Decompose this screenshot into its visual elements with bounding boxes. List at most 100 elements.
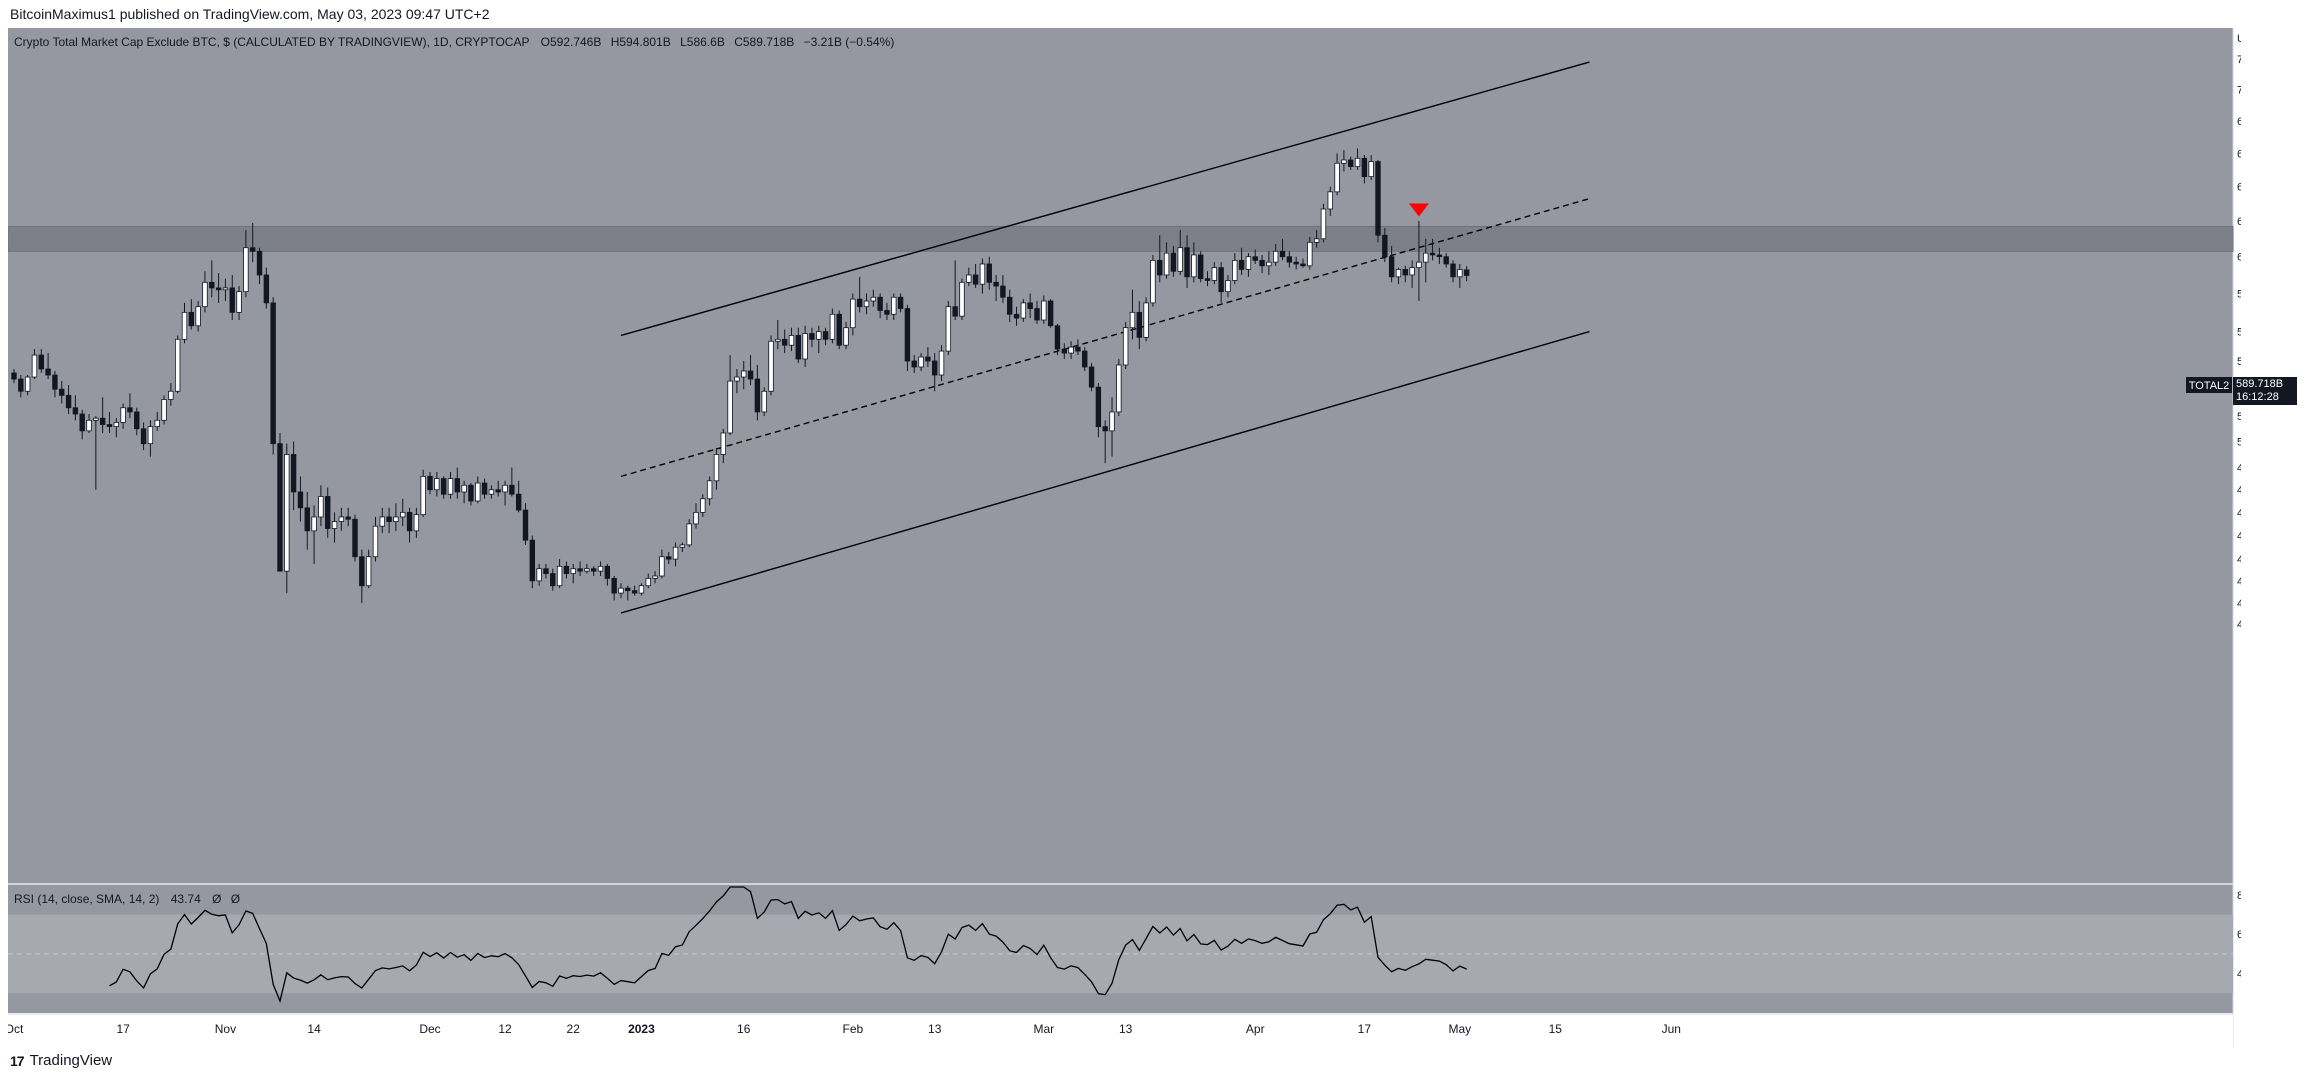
candle-body <box>686 523 692 546</box>
time-axis-tick: 17 <box>116 1022 130 1036</box>
price-axis-tick: 620B <box>2237 216 2241 228</box>
candle-body <box>618 587 624 594</box>
candle-body <box>1416 261 1422 269</box>
candle-body <box>338 516 345 522</box>
candle-body <box>679 544 686 548</box>
time-axis-tick: Feb <box>843 1022 864 1036</box>
candle-body <box>659 556 665 577</box>
price-axis[interactable]: USD 720B 700B 680B 660B 640B 620B 600B 580B 560B 5… <box>2237 33 2272 631</box>
legend-open-label: O <box>541 35 550 49</box>
time-axis-tick: 13 <box>1119 1022 1133 1036</box>
price-tag-countdown: 16:12:28 <box>2236 391 2279 403</box>
candle-body <box>215 287 222 291</box>
candle-body <box>570 568 576 574</box>
candle-body <box>918 356 924 368</box>
candle-body <box>1463 269 1470 276</box>
candle-body <box>434 478 440 491</box>
candle-body <box>1102 426 1108 432</box>
candle-body <box>611 578 617 594</box>
time-axis-tick: 15 <box>1549 1022 1563 1036</box>
candle-body <box>734 376 740 382</box>
candle-body <box>359 556 365 587</box>
candle-body <box>127 407 133 413</box>
candle-body <box>1122 327 1129 366</box>
candle-body <box>625 587 631 592</box>
candle-body <box>406 511 413 532</box>
candle-body <box>597 565 604 572</box>
candle-body <box>761 390 767 413</box>
time-axis[interactable]: Oct 17 Nov 14 Dec 12 22 2023 16 Feb 13 Mar 13 Apr 17 Ma… <box>5 1022 1681 1036</box>
candle-body <box>420 475 426 516</box>
candle-body <box>277 443 283 572</box>
candle-body <box>768 340 774 392</box>
candle-body <box>24 376 31 392</box>
candle-body <box>400 511 406 518</box>
time-axis-tick: Dec <box>419 1022 440 1036</box>
tradingview-logo[interactable]: 17 TradingView <box>10 1052 112 1069</box>
chart-area[interactable]: 80.00 60.00 40.00 USD 720B 700B 680B 660B 640B 6… <box>5 28 2272 1055</box>
candle-body <box>816 331 822 340</box>
candle-body <box>413 514 420 532</box>
candle-body <box>1273 250 1279 263</box>
legend-open: 592.746B <box>550 35 601 49</box>
candle-body <box>829 313 836 340</box>
candle-body <box>1313 238 1320 243</box>
channel-layer <box>620 61 1590 614</box>
candle-body <box>1402 269 1408 276</box>
candle-body <box>311 516 317 532</box>
resistance-zone <box>7 225 2234 252</box>
candle-body <box>1238 259 1245 270</box>
candle-body <box>754 378 761 413</box>
candle-body <box>427 475 433 491</box>
candle-body <box>1027 302 1033 309</box>
candle-body <box>31 354 38 378</box>
price-axis-tick: 640B <box>2237 182 2241 194</box>
price-tag-symbol-box <box>2186 377 2232 393</box>
candle-body <box>229 287 235 313</box>
legend-high: 594.801B <box>619 35 670 49</box>
price-axis-tick: 600B <box>2237 252 2241 264</box>
rsi-line <box>109 886 1467 1004</box>
candle-body <box>461 484 467 493</box>
chart-svg[interactable]: 80.00 60.00 40.00 USD 720B 700B 680B 660B 640B 6… <box>5 28 2272 1055</box>
candle-body <box>891 296 897 315</box>
candle-body <box>1354 157 1361 167</box>
time-axis-tick: May <box>1449 1022 1472 1036</box>
time-axis-tick: 22 <box>567 1022 581 1036</box>
channel-middle-line <box>620 197 1590 478</box>
time-axis-tick: 13 <box>928 1022 942 1036</box>
candle-body <box>1150 259 1156 304</box>
candle-body <box>1020 302 1027 319</box>
candle-body <box>1334 162 1340 193</box>
candle-body <box>1409 267 1415 276</box>
candle-body <box>727 380 733 434</box>
candle-body <box>884 310 890 315</box>
candle-body <box>843 327 849 346</box>
time-axis-tick: Jun <box>1662 1022 1681 1036</box>
price-axis-unit: USD <box>2237 33 2241 45</box>
candle-body <box>120 407 126 423</box>
rsi-layer: 80.00 60.00 40.00 <box>8 886 2265 1004</box>
candle-body <box>1245 256 1252 270</box>
candle-body <box>1068 346 1074 354</box>
candle-body <box>468 484 474 502</box>
candle-body <box>836 313 842 346</box>
candle-body <box>1279 250 1286 258</box>
candle-body <box>672 546 679 560</box>
candle-body <box>65 394 72 409</box>
candle-body <box>1361 157 1368 178</box>
candle-body <box>795 335 801 360</box>
candle-body <box>297 491 304 509</box>
candle-body <box>1047 300 1054 327</box>
price-axis-tick: 454B <box>2237 554 2241 566</box>
candle-body <box>154 419 160 428</box>
rsi-axis-tick: 80.00 <box>2237 890 2241 902</box>
candle-body <box>925 356 931 362</box>
candle-body <box>809 333 815 340</box>
candle-body <box>1423 252 1429 263</box>
candle-body <box>1232 259 1238 281</box>
candle-body <box>52 374 58 390</box>
candle-body <box>1382 234 1388 258</box>
candle-body <box>1443 256 1449 265</box>
candle-body <box>1197 254 1204 280</box>
